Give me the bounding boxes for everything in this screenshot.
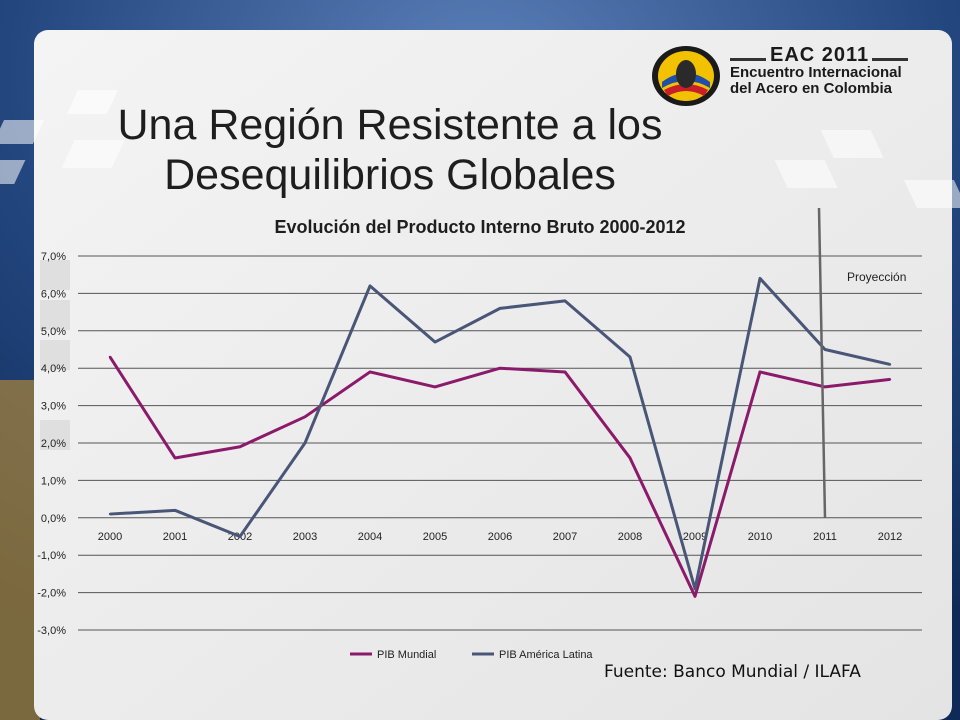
data-point bbox=[628, 355, 632, 359]
data-point bbox=[888, 378, 892, 381]
data-point bbox=[368, 284, 372, 288]
logo-emblem bbox=[652, 46, 720, 106]
data-point bbox=[693, 595, 697, 598]
data-point bbox=[108, 355, 112, 359]
data-point bbox=[823, 348, 827, 351]
data-point bbox=[498, 307, 502, 310]
data-point bbox=[563, 370, 567, 374]
logo-title: EAC 2011 bbox=[770, 44, 870, 66]
y-tick-label: 0,0% bbox=[41, 513, 66, 525]
y-tick-label: 4,0% bbox=[41, 363, 66, 375]
x-tick-label: 2012 bbox=[878, 531, 902, 543]
data-point bbox=[368, 370, 372, 374]
data-point bbox=[238, 445, 242, 448]
slide-title: Una Región Resistente a los Desequilibri… bbox=[110, 100, 670, 200]
data-point bbox=[173, 456, 177, 460]
x-tick-label: 2005 bbox=[423, 531, 447, 543]
data-point bbox=[888, 363, 892, 366]
data-point bbox=[433, 340, 437, 344]
x-tick-label: 2004 bbox=[358, 531, 382, 543]
logo-rule-right bbox=[872, 58, 908, 61]
logo-subtitle-1: Encuentro Internacional bbox=[730, 64, 902, 81]
slide-title-line-2: Desequilibrios Globales bbox=[164, 151, 616, 199]
x-tick-label: 2010 bbox=[748, 531, 772, 543]
data-point bbox=[758, 277, 762, 280]
logo-rule bbox=[730, 58, 766, 61]
data-point bbox=[693, 587, 697, 591]
x-tick-label: 2000 bbox=[98, 531, 122, 543]
y-tick-label: 5,0% bbox=[41, 326, 66, 338]
projection-label: Proyección bbox=[847, 270, 906, 284]
legend-label: PIB Mundial bbox=[377, 649, 436, 661]
data-point bbox=[173, 509, 177, 512]
data-point bbox=[303, 441, 307, 445]
series-line-1 bbox=[108, 356, 891, 598]
x-tick-label: 2001 bbox=[163, 531, 187, 543]
data-point bbox=[303, 415, 307, 419]
y-tick-label: 1,0% bbox=[41, 475, 66, 487]
x-tick-label: 2003 bbox=[293, 531, 317, 543]
projection-divider bbox=[817, 207, 827, 519]
y-tick-label: 6,0% bbox=[41, 288, 66, 300]
y-tick-label: 2,0% bbox=[41, 438, 66, 450]
data-point bbox=[758, 370, 762, 374]
slide-title-line-1: Una Región Resistente a los bbox=[117, 101, 663, 149]
data-point bbox=[628, 456, 632, 460]
y-tick-label: 7,0% bbox=[41, 251, 66, 263]
data-point bbox=[823, 385, 827, 389]
x-tick-label: 2008 bbox=[618, 531, 642, 543]
data-point bbox=[238, 535, 242, 538]
y-tick-label: 3,0% bbox=[41, 401, 66, 413]
logo-subtitle-2: del Acero en Colombia bbox=[730, 80, 892, 97]
data-point bbox=[563, 299, 567, 303]
data-point bbox=[433, 385, 437, 389]
x-tick-label: 2009 bbox=[683, 531, 707, 543]
data-point bbox=[108, 512, 112, 516]
y-tick-label: -2,0% bbox=[37, 588, 66, 600]
chart-title: Evolución del Producto Interno Bruto 200… bbox=[274, 217, 685, 237]
x-tick-label: 2007 bbox=[553, 531, 577, 543]
x-tick-label: 2006 bbox=[488, 531, 512, 543]
legend-label: PIB América Latina bbox=[499, 649, 593, 661]
y-tick-label: -3,0% bbox=[37, 625, 66, 637]
x-tick-label: 2011 bbox=[813, 531, 837, 543]
data-point bbox=[498, 367, 502, 370]
source-note: Fuente: Banco Mundial / ILAFA bbox=[604, 662, 861, 682]
y-tick-label: -1,0% bbox=[37, 550, 66, 562]
